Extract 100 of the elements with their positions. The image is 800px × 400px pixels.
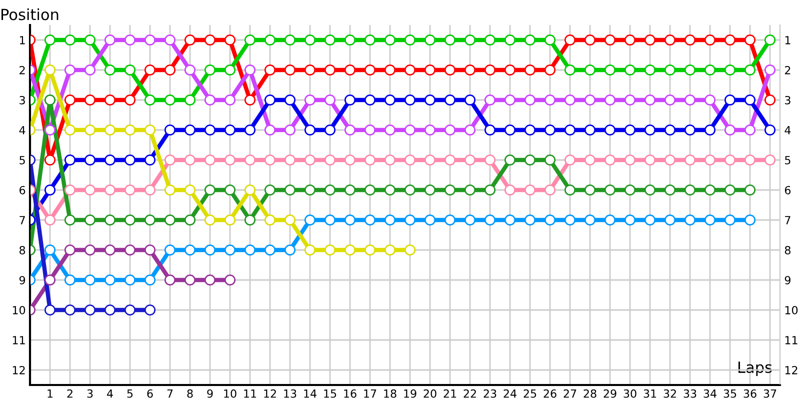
point xyxy=(484,94,496,106)
point xyxy=(624,64,636,76)
point xyxy=(384,184,396,196)
point xyxy=(64,244,76,256)
y2-tick-label: 3 xyxy=(785,96,790,104)
point xyxy=(364,64,376,76)
point xyxy=(204,34,216,46)
x-tick-label: 15 xyxy=(324,390,336,398)
point xyxy=(484,124,496,136)
point xyxy=(104,274,116,286)
point xyxy=(644,64,656,76)
point xyxy=(724,154,736,166)
point xyxy=(724,34,736,46)
point xyxy=(144,214,156,226)
point xyxy=(344,244,356,256)
point xyxy=(684,34,696,46)
y2-tick-label: 1 xyxy=(785,36,790,44)
point xyxy=(704,34,716,46)
x-tick-label: 22 xyxy=(464,389,476,398)
point xyxy=(564,154,576,166)
point xyxy=(164,154,176,166)
x-tick-label: 32 xyxy=(664,389,676,398)
point xyxy=(364,94,376,106)
point xyxy=(144,154,156,166)
point xyxy=(464,154,476,166)
point xyxy=(564,184,576,196)
point xyxy=(504,214,516,226)
point xyxy=(164,64,176,76)
point xyxy=(124,214,136,226)
x-tick-label: 24 xyxy=(504,389,516,398)
point xyxy=(84,124,96,136)
point xyxy=(464,64,476,76)
x-tick-label: 37 xyxy=(764,389,776,398)
point xyxy=(584,214,596,226)
point xyxy=(84,184,96,196)
point xyxy=(264,94,276,106)
point xyxy=(44,214,56,226)
point xyxy=(184,184,196,196)
point xyxy=(364,184,376,196)
y2-tick-label: 10 xyxy=(785,306,798,314)
point xyxy=(104,154,116,166)
point xyxy=(324,244,336,256)
point xyxy=(404,154,416,166)
point xyxy=(84,214,96,226)
point xyxy=(284,244,296,256)
point xyxy=(144,124,156,136)
point xyxy=(664,154,676,166)
x-tick-label: 5 xyxy=(127,390,133,398)
point xyxy=(44,94,56,106)
point xyxy=(464,94,476,106)
x-tick-label: 19 xyxy=(404,389,416,398)
x-tick-label: 17 xyxy=(364,390,376,398)
y-tick-label: 11 xyxy=(12,336,25,344)
point xyxy=(444,214,456,226)
point xyxy=(644,154,656,166)
x-tick-label: 4 xyxy=(107,390,113,398)
point xyxy=(244,244,256,256)
point xyxy=(684,214,696,226)
point xyxy=(204,94,216,106)
point xyxy=(224,244,236,256)
point xyxy=(344,124,356,136)
point xyxy=(324,124,336,136)
point xyxy=(644,34,656,46)
point xyxy=(684,124,696,136)
point xyxy=(604,34,616,46)
point xyxy=(244,154,256,166)
point xyxy=(124,64,136,76)
point xyxy=(544,124,556,136)
point xyxy=(504,64,516,76)
point xyxy=(84,94,96,106)
point xyxy=(344,184,356,196)
y2-tick-label: 9 xyxy=(784,276,790,284)
x-tick-label: 21 xyxy=(444,389,456,398)
x-tick-label: 28 xyxy=(584,389,596,398)
point xyxy=(64,184,76,196)
point xyxy=(544,154,556,166)
point xyxy=(44,34,56,46)
point xyxy=(104,94,116,106)
x-tick-label: 18 xyxy=(384,389,396,398)
x-tick-label: 33 xyxy=(684,389,696,398)
point xyxy=(244,184,256,196)
y-tick-label: 12 xyxy=(12,366,25,374)
point xyxy=(424,214,436,226)
point xyxy=(664,184,676,196)
y-axis-title: Position xyxy=(2,8,58,20)
point xyxy=(204,154,216,166)
y-tick-label: 8 xyxy=(20,246,26,254)
point xyxy=(764,34,776,46)
point xyxy=(664,34,676,46)
point xyxy=(344,214,356,226)
point xyxy=(144,34,156,46)
point xyxy=(704,154,716,166)
point xyxy=(64,64,76,76)
point xyxy=(444,34,456,46)
x-tick-label: 7 xyxy=(167,390,173,398)
point xyxy=(644,124,656,136)
point xyxy=(404,214,416,226)
point xyxy=(704,94,716,106)
point xyxy=(324,34,336,46)
point xyxy=(464,124,476,136)
